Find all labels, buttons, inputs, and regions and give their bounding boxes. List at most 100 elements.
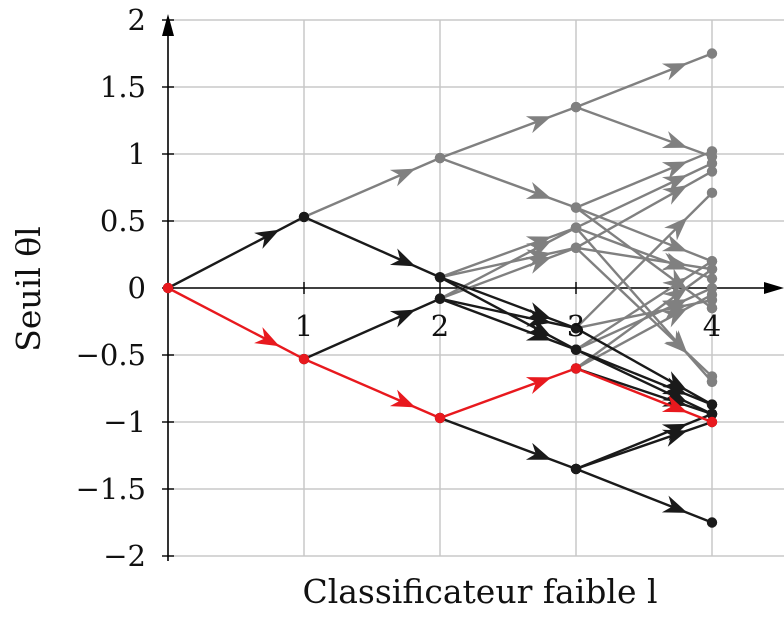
data-point <box>706 48 718 59</box>
series-segment <box>438 105 578 160</box>
series-arrowhead <box>525 302 552 320</box>
data-point <box>706 187 718 199</box>
data-point <box>706 146 718 157</box>
x-axis-title: Classificateur faible l <box>302 572 657 611</box>
series-segment <box>574 206 714 310</box>
series-segment <box>574 52 714 109</box>
data-point <box>706 264 718 275</box>
series-arrowhead <box>664 217 688 241</box>
series-arrowhead <box>662 287 688 309</box>
series-segment <box>438 156 578 209</box>
series-arrowhead <box>661 161 688 179</box>
y-tick-label: 1.5 <box>100 70 146 104</box>
series-segment <box>574 348 714 416</box>
data-point <box>706 289 718 300</box>
series-segment <box>574 467 714 524</box>
data-point <box>570 344 582 355</box>
series-segment <box>438 276 578 330</box>
data-point <box>434 293 446 304</box>
series-arrowhead <box>525 181 552 199</box>
series-arrowhead <box>663 330 688 354</box>
series-segment <box>574 268 714 370</box>
x-tick-label: 2 <box>431 309 449 343</box>
series-arrowhead <box>661 395 688 413</box>
x-axis-arrowhead <box>764 282 784 294</box>
x-tick-label: 4 <box>703 309 721 343</box>
series-segment <box>438 367 578 420</box>
data-point <box>570 323 582 334</box>
series-segment <box>438 226 578 279</box>
data-point <box>434 412 446 424</box>
data-point <box>298 353 310 365</box>
series-segment <box>574 298 714 330</box>
series-arrowhead <box>525 256 552 274</box>
series-arrowhead <box>526 309 552 327</box>
data-point <box>570 242 582 253</box>
data-point <box>706 399 718 410</box>
series-segment <box>574 105 714 158</box>
series-arrowhead <box>661 131 688 148</box>
data-point <box>570 222 582 233</box>
series-arrowhead <box>526 240 552 260</box>
series-arrowhead <box>525 116 552 134</box>
series-lines <box>166 52 714 524</box>
data-point <box>706 376 718 387</box>
y-tick-label: 2 <box>128 3 146 37</box>
series-segment <box>438 297 578 330</box>
series-arrowhead <box>662 252 688 271</box>
series-segment <box>574 420 714 471</box>
series-arrowhead <box>662 268 688 291</box>
y-tick-label: −1 <box>103 405 146 439</box>
series-arrowhead <box>389 248 416 267</box>
data-point <box>570 463 582 475</box>
series-arrowhead <box>254 327 280 347</box>
series-arrowhead <box>389 168 416 187</box>
series-segment <box>574 412 714 471</box>
tick-labels: 2 1.5 1 0.5 0 −0.5 −1 −1.5 −2 1 2 3 4 <box>76 3 722 573</box>
series-segment <box>302 215 442 279</box>
series-arrowhead <box>661 377 688 395</box>
series-arrowhead <box>254 229 280 249</box>
data-point <box>570 363 582 374</box>
data-point <box>706 517 718 528</box>
series-arrowhead <box>661 495 688 513</box>
series-segment <box>574 367 714 424</box>
data-point <box>570 101 582 113</box>
data-point <box>706 166 718 177</box>
y-tick-label: 0.5 <box>100 204 146 238</box>
data-point <box>706 256 718 267</box>
series-arrowhead <box>525 323 552 341</box>
y-tick-label: 1 <box>128 137 146 171</box>
series-arrowhead <box>525 377 552 395</box>
series-segment <box>302 357 442 420</box>
series-segment <box>574 293 714 370</box>
series-segment <box>574 191 714 330</box>
data-point <box>706 158 718 169</box>
data-point <box>298 211 310 223</box>
y-tick-label: 0 <box>128 271 146 305</box>
data-points <box>162 48 718 528</box>
data-point <box>706 416 718 428</box>
series-segment <box>574 162 714 229</box>
series-arrowhead <box>526 317 552 337</box>
data-point <box>706 273 718 284</box>
series-arrowhead <box>389 309 416 328</box>
series-segment <box>166 215 306 290</box>
y-tick-label: −1.5 <box>76 472 146 506</box>
series-segment <box>166 286 306 361</box>
series-segment <box>574 367 714 416</box>
series-segment <box>302 156 442 219</box>
data-point <box>706 302 718 314</box>
series-segment <box>302 297 442 361</box>
data-point <box>570 202 582 213</box>
data-point <box>162 282 174 294</box>
series-segment <box>574 246 714 378</box>
data-point <box>706 408 718 420</box>
series-arrowhead <box>662 307 688 328</box>
y-tick-label: −0.5 <box>76 338 146 372</box>
series-arrowhead <box>661 429 688 447</box>
series-arrowhead <box>661 299 688 318</box>
series-segment <box>574 150 714 209</box>
